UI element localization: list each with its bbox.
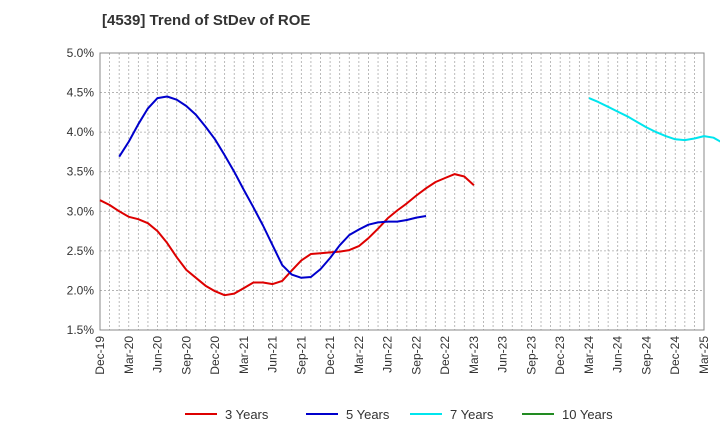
y-tick-label: 3.5%	[67, 165, 95, 179]
x-tick-label: Mar-20	[122, 336, 136, 374]
legend-label-5-years: 5 Years	[346, 407, 390, 422]
x-tick-label: Jun-21	[266, 336, 280, 373]
x-tick-label: Mar-23	[467, 336, 481, 374]
plot-frame	[99, 52, 705, 331]
y-tick-label: 2.5%	[67, 244, 95, 258]
x-tick-label: Dec-22	[438, 336, 452, 375]
x-tick-label: Mar-22	[352, 336, 366, 374]
x-tick-label: Sep-24	[639, 336, 653, 375]
x-tick-label: Dec-19	[93, 336, 107, 375]
x-tick-label: Sep-20	[179, 336, 193, 375]
y-tick-label: 4.0%	[67, 125, 95, 139]
y-tick-label: 5.0%	[67, 46, 95, 60]
series-line-5-years	[118, 95, 427, 279]
y-tick-label: 2.0%	[67, 283, 95, 297]
series-line-3-years	[99, 173, 475, 297]
x-tick-label: Sep-21	[294, 336, 308, 375]
x-tick-label: Dec-20	[208, 336, 222, 375]
y-tick-label: 3.0%	[67, 204, 95, 218]
x-tick-label: Dec-24	[668, 336, 682, 375]
x-tick-label: Jun-23	[496, 336, 510, 373]
x-tick-label: Jun-20	[151, 336, 165, 373]
x-tick-label: Mar-24	[582, 336, 596, 374]
legend-label-7-years: 7 Years	[450, 407, 494, 422]
series-line-7-years	[588, 97, 720, 143]
x-tick-label: Sep-22	[409, 336, 423, 375]
legend-label-10-years: 10 Years	[562, 407, 613, 422]
chart-title: [4539] Trend of StDev of ROE	[102, 12, 311, 29]
y-tick-label: 4.5%	[67, 86, 95, 100]
x-tick-label: Jun-22	[381, 336, 395, 373]
y-tick-label: 1.5%	[67, 323, 95, 337]
legend-label-3-years: 3 Years	[225, 407, 269, 422]
x-tick-label: Dec-23	[553, 336, 567, 375]
x-tick-label: Dec-21	[323, 336, 337, 375]
x-tick-label: Jun-24	[611, 336, 625, 373]
x-tick-label: Mar-21	[237, 336, 251, 374]
x-tick-label: Mar-25	[697, 336, 711, 374]
x-tick-label: Sep-23	[524, 336, 538, 375]
